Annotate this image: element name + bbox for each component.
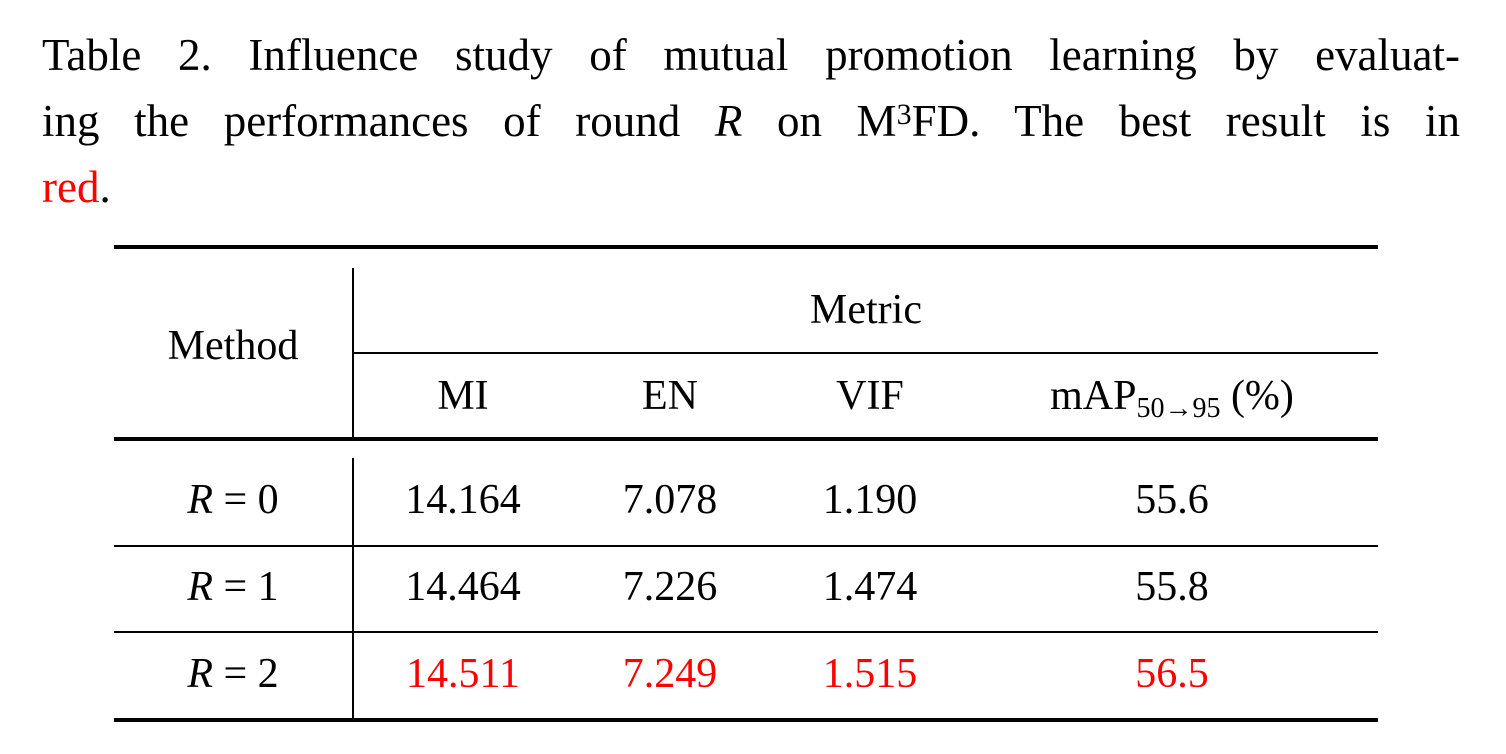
- header-en: EN: [642, 373, 698, 419]
- caption-red-word: red: [42, 162, 100, 212]
- row-1-vif: 1.474: [822, 564, 918, 610]
- row-0-en: 7.078: [622, 477, 718, 523]
- bottom-rule: [114, 718, 1378, 722]
- metric-underline: [354, 352, 1378, 354]
- caption-period: .: [99, 162, 111, 212]
- row-equals: = 0: [212, 477, 279, 523]
- row-rule-1: [114, 545, 1378, 547]
- row-1-map: 55.8: [1135, 564, 1209, 610]
- row-equals: = 2: [212, 651, 279, 697]
- header-mi: MI: [437, 373, 489, 419]
- caption-superscript: 3: [896, 98, 912, 131]
- header-method: Method: [167, 323, 299, 369]
- caption-text: ing the performances of round: [42, 96, 681, 146]
- caption-line-2: ing the performances of round R on M3FD.…: [42, 88, 1460, 154]
- top-rule: [114, 245, 1378, 249]
- header-map: mAP50→95 (%): [972, 372, 1372, 425]
- header-vertical-rule: [352, 268, 354, 438]
- caption-text: FD. The best result is in: [911, 96, 1461, 146]
- body-vertical-rule: [352, 458, 354, 720]
- row-equals: = 1: [212, 564, 279, 610]
- row-0-map: 55.6: [1135, 477, 1209, 523]
- caption-line-3: red.: [42, 154, 1460, 220]
- caption-line-1: Table 2. Influence study of mutual promo…: [42, 30, 1460, 80]
- header-rule: [114, 437, 1378, 441]
- header-vif: VIF: [836, 373, 904, 419]
- row-2-method: R = 2: [114, 650, 352, 698]
- row-1-mi: 14.464: [405, 564, 521, 610]
- row-rule-2: [114, 631, 1378, 633]
- table-caption: Table 2. Influence study of mutual promo…: [42, 22, 1460, 220]
- row-2-en: 7.249: [622, 651, 718, 697]
- header-map-main: mAP: [1050, 373, 1137, 419]
- row-1-en: 7.226: [622, 564, 718, 610]
- header-map-unit: (%): [1220, 373, 1294, 419]
- row-0-vif: 1.190: [822, 477, 918, 523]
- row-2-mi: 14.511: [406, 651, 520, 697]
- row-0-method: R = 0: [114, 476, 352, 524]
- row-0-mi: 14.164: [405, 477, 521, 523]
- caption-text: on M: [776, 96, 897, 146]
- header-map-subscript: 50→95: [1136, 393, 1221, 424]
- row-2-map: 56.5: [1135, 651, 1209, 697]
- row-variable: R: [187, 564, 213, 610]
- row-variable: R: [187, 651, 213, 697]
- header-metric: Metric: [810, 287, 922, 333]
- row-1-method: R = 1: [114, 563, 352, 611]
- caption-variable: R: [714, 96, 743, 146]
- row-2-vif: 1.515: [822, 651, 918, 697]
- row-variable: R: [187, 477, 213, 523]
